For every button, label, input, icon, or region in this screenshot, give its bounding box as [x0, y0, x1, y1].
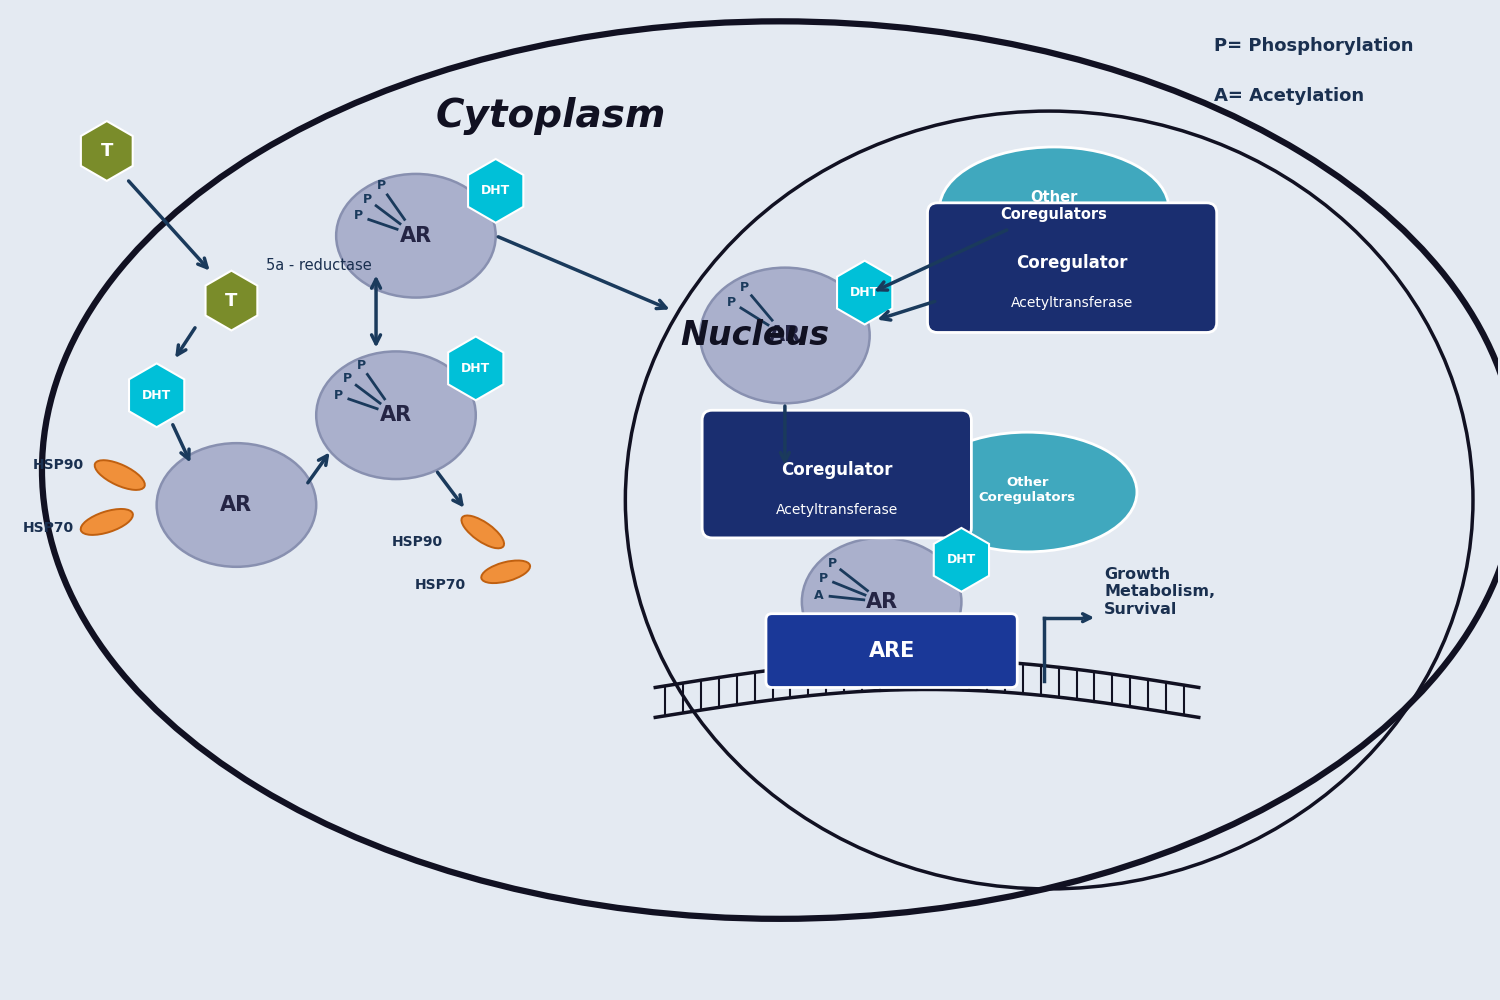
Text: AR: AR	[865, 592, 897, 612]
Text: P: P	[819, 572, 828, 585]
Text: P: P	[357, 359, 366, 372]
Text: P= Phosphorylation: P= Phosphorylation	[1214, 37, 1413, 55]
FancyBboxPatch shape	[766, 614, 1017, 687]
Polygon shape	[206, 271, 258, 330]
Text: ARE: ARE	[868, 641, 915, 661]
Text: T: T	[100, 142, 112, 160]
Text: HSP90: HSP90	[392, 535, 442, 549]
Text: P: P	[354, 209, 363, 222]
Text: DHT: DHT	[946, 553, 976, 566]
Polygon shape	[448, 336, 504, 400]
Ellipse shape	[156, 443, 316, 567]
Text: 5a - reductase: 5a - reductase	[267, 258, 372, 273]
Text: AR: AR	[400, 226, 432, 246]
Text: T: T	[225, 292, 237, 310]
Text: Other
Coregulators: Other Coregulators	[978, 476, 1076, 504]
Text: DHT: DHT	[142, 389, 171, 402]
Ellipse shape	[462, 516, 504, 548]
Polygon shape	[837, 261, 892, 324]
Text: HSP70: HSP70	[414, 578, 466, 592]
Text: Nucleus: Nucleus	[681, 319, 830, 352]
Text: Other
Coregulators: Other Coregulators	[1000, 190, 1107, 222]
Text: Growth
Metabolism,
Survival: Growth Metabolism, Survival	[1104, 567, 1215, 617]
FancyBboxPatch shape	[702, 410, 972, 538]
Ellipse shape	[81, 509, 134, 535]
Text: Cytoplasm: Cytoplasm	[435, 97, 666, 135]
Ellipse shape	[918, 432, 1137, 552]
Text: DHT: DHT	[850, 286, 879, 299]
Text: AR: AR	[220, 495, 252, 515]
FancyBboxPatch shape	[927, 203, 1216, 332]
Text: P: P	[828, 557, 837, 570]
Text: P: P	[334, 389, 344, 402]
Text: AR: AR	[380, 405, 412, 425]
Text: Acetyltransferase: Acetyltransferase	[1011, 296, 1132, 310]
Text: P: P	[344, 372, 352, 385]
Ellipse shape	[336, 174, 495, 298]
Text: HSP90: HSP90	[33, 458, 84, 472]
Text: P: P	[363, 193, 372, 206]
Ellipse shape	[482, 560, 530, 583]
Text: Coregulator: Coregulator	[782, 461, 892, 479]
Ellipse shape	[700, 268, 870, 403]
Polygon shape	[81, 121, 132, 181]
Ellipse shape	[939, 147, 1168, 271]
Text: P: P	[376, 179, 386, 192]
Polygon shape	[129, 363, 184, 427]
Text: A: A	[815, 589, 824, 602]
Text: AR: AR	[770, 325, 801, 345]
Text: DHT: DHT	[460, 362, 490, 375]
Text: P: P	[728, 296, 736, 309]
Polygon shape	[934, 528, 988, 592]
Polygon shape	[468, 159, 524, 223]
Ellipse shape	[316, 351, 476, 479]
Ellipse shape	[802, 538, 962, 666]
Text: A= Acetylation: A= Acetylation	[1214, 87, 1364, 105]
Text: DHT: DHT	[482, 184, 510, 197]
Text: Acetyltransferase: Acetyltransferase	[776, 503, 898, 517]
Text: P: P	[740, 281, 748, 294]
Ellipse shape	[94, 460, 146, 490]
Text: HSP70: HSP70	[22, 521, 74, 535]
Text: Coregulator: Coregulator	[1017, 254, 1128, 272]
